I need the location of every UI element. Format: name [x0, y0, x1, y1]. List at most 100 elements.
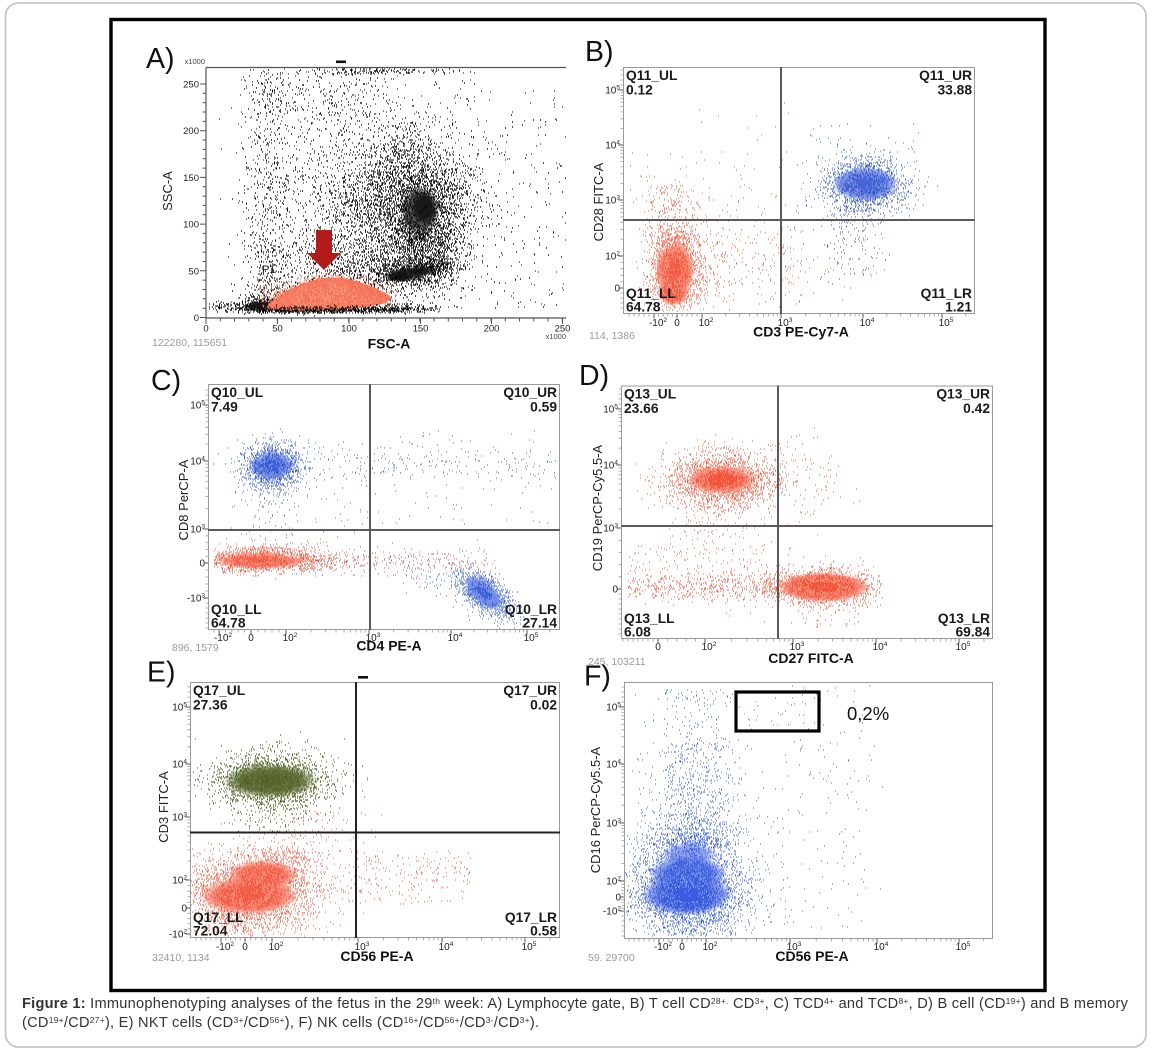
- svg-text:CD3 PE-Cy7-A: CD3 PE-Cy7-A: [753, 324, 849, 340]
- svg-text:32410, 1134: 32410, 1134: [152, 952, 210, 964]
- svg-text:CD28 FITC-A: CD28 FITC-A: [591, 162, 606, 241]
- svg-text:-103: -103: [187, 593, 205, 605]
- svg-text:59. 29700: 59. 29700: [588, 952, 635, 964]
- svg-text:105: 105: [956, 941, 971, 953]
- svg-text:200: 200: [484, 324, 500, 335]
- svg-text:50: 50: [272, 324, 283, 335]
- svg-text:104: 104: [603, 460, 618, 472]
- svg-text:-102: -102: [654, 941, 672, 953]
- svg-text:C): C): [151, 365, 181, 397]
- svg-text:Q11_UL: Q11_UL: [626, 68, 677, 83]
- svg-text:-102: -102: [216, 941, 234, 953]
- svg-text:0: 0: [615, 893, 621, 904]
- svg-text:Q10_LL: Q10_LL: [211, 602, 262, 617]
- svg-text:150: 150: [183, 173, 199, 184]
- svg-text:0.42: 0.42: [963, 401, 990, 416]
- svg-text:104: 104: [873, 641, 888, 653]
- svg-text:-102: -102: [214, 632, 232, 644]
- svg-text:0.02: 0.02: [530, 698, 557, 713]
- svg-text:69.84: 69.84: [955, 625, 990, 640]
- svg-text:104: 104: [190, 456, 205, 468]
- svg-text:72.04: 72.04: [193, 924, 228, 939]
- svg-text:896, 1579: 896, 1579: [172, 642, 219, 654]
- svg-text:33.88: 33.88: [937, 83, 972, 98]
- svg-text:104: 104: [874, 941, 889, 953]
- svg-text:0.58: 0.58: [530, 924, 557, 939]
- svg-text:105: 105: [605, 85, 620, 97]
- svg-text:P1: P1: [262, 264, 275, 276]
- svg-text:A): A): [146, 43, 175, 75]
- svg-text:250: 250: [183, 80, 199, 91]
- svg-text:CD56 PE-A: CD56 PE-A: [340, 948, 413, 964]
- svg-text:-102: -102: [649, 317, 667, 329]
- svg-text:102: 102: [699, 317, 714, 329]
- svg-text:104: 104: [605, 140, 620, 152]
- svg-text:0: 0: [194, 313, 199, 324]
- svg-text:Q13_LR: Q13_LR: [938, 611, 990, 626]
- svg-text:102: 102: [605, 251, 620, 263]
- svg-text:102: 102: [172, 875, 187, 887]
- svg-text:7.49: 7.49: [211, 400, 238, 415]
- svg-text:200: 200: [183, 126, 199, 137]
- svg-text:250: 250: [555, 324, 571, 335]
- svg-text:50: 50: [188, 266, 199, 277]
- svg-text:100: 100: [341, 324, 357, 335]
- svg-text:Q13_UR: Q13_UR: [936, 387, 990, 402]
- svg-text:105: 105: [190, 400, 205, 412]
- svg-text:105: 105: [603, 404, 618, 416]
- svg-text:Q10_LR: Q10_LR: [505, 602, 557, 617]
- svg-text:102: 102: [269, 941, 284, 953]
- svg-text:-102: -102: [603, 906, 621, 918]
- svg-text:104: 104: [606, 759, 621, 771]
- svg-text:0: 0: [612, 585, 618, 596]
- svg-text:105: 105: [956, 641, 971, 653]
- svg-text:CD8 PerCP-A: CD8 PerCP-A: [176, 459, 191, 540]
- svg-text:B): B): [585, 36, 614, 68]
- svg-text:103: 103: [606, 818, 621, 830]
- svg-text:105: 105: [172, 702, 187, 714]
- svg-text:0: 0: [614, 284, 620, 295]
- svg-text:D): D): [579, 360, 609, 392]
- svg-text:122280, 115651: 122280, 115651: [152, 337, 227, 349]
- svg-text:102: 102: [702, 641, 717, 653]
- svg-text:Q11_LR: Q11_LR: [921, 286, 972, 301]
- svg-text:105: 105: [606, 702, 621, 714]
- svg-text:102: 102: [606, 876, 621, 888]
- svg-text:Q13_LL: Q13_LL: [624, 611, 675, 626]
- svg-text:CD19 PerCP-Cy5.5-A: CD19 PerCP-Cy5.5-A: [590, 444, 605, 571]
- svg-text:x1000: x1000: [546, 332, 566, 341]
- svg-text:0.59: 0.59: [530, 400, 557, 415]
- svg-text:SSC-A: SSC-A: [160, 171, 175, 211]
- svg-text:0: 0: [655, 642, 661, 653]
- svg-text:1.21: 1.21: [945, 300, 972, 315]
- svg-text:102: 102: [283, 632, 298, 644]
- svg-text:64.78: 64.78: [211, 616, 246, 631]
- svg-text:103: 103: [605, 195, 620, 207]
- svg-text:CD27 FITC-A: CD27 FITC-A: [768, 650, 854, 666]
- svg-text:27.36: 27.36: [193, 698, 228, 713]
- svg-text:Q17_UR: Q17_UR: [503, 683, 557, 698]
- svg-text:102: 102: [703, 941, 718, 953]
- svg-text:0: 0: [181, 904, 187, 915]
- svg-text:103: 103: [603, 523, 618, 535]
- svg-text:Q17_LR: Q17_LR: [505, 910, 557, 925]
- svg-text:0: 0: [203, 324, 208, 335]
- svg-text:0: 0: [248, 633, 254, 644]
- svg-text:105: 105: [522, 941, 537, 953]
- svg-text:FSC-A: FSC-A: [368, 336, 411, 352]
- svg-text:Q11_UR: Q11_UR: [919, 68, 972, 83]
- svg-text:F): F): [584, 661, 611, 693]
- svg-text:Q11_LL: Q11_LL: [626, 286, 676, 301]
- svg-text:-102: -102: [169, 929, 187, 941]
- svg-text:100: 100: [183, 220, 199, 231]
- svg-text:104: 104: [172, 759, 187, 771]
- svg-text:Q17_UL: Q17_UL: [193, 683, 245, 698]
- svg-text:104: 104: [448, 632, 463, 644]
- svg-text:Q13_UL: Q13_UL: [624, 387, 676, 402]
- svg-text:23.66: 23.66: [624, 401, 659, 416]
- svg-text:6.08: 6.08: [624, 625, 651, 640]
- svg-text:0: 0: [679, 942, 685, 953]
- svg-text:Q10_UL: Q10_UL: [211, 385, 263, 400]
- svg-text:CD3 FITC-A: CD3 FITC-A: [156, 771, 171, 843]
- svg-text:103: 103: [172, 812, 187, 824]
